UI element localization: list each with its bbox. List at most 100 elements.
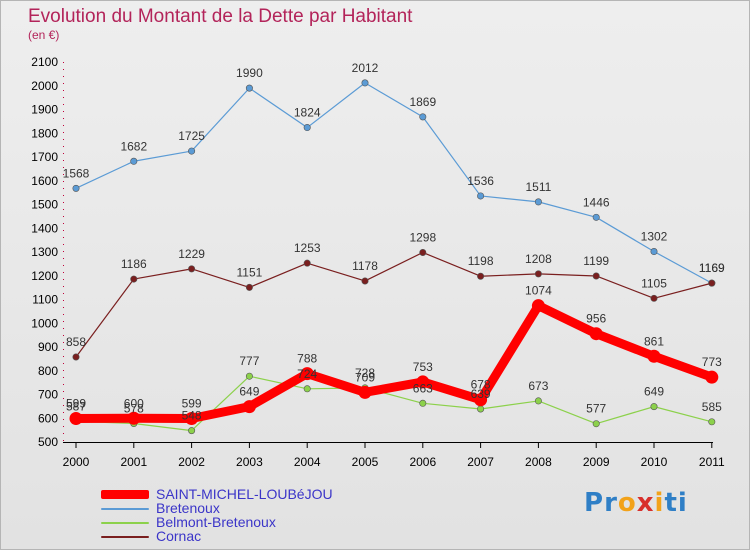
legend-swatch — [101, 522, 149, 524]
data-label: 548 — [182, 409, 202, 423]
data-label: 578 — [124, 401, 144, 415]
data-point — [531, 299, 545, 313]
data-point — [245, 84, 253, 92]
data-label: 788 — [297, 352, 317, 366]
data-point — [300, 367, 314, 381]
legend-label: SAINT-MICHEL-LOUBéJOU — [156, 486, 333, 502]
data-point — [534, 270, 542, 278]
data-point — [358, 385, 372, 399]
legend-label: Belmont-Bretenoux — [156, 514, 276, 530]
data-point — [245, 372, 253, 380]
data-point — [361, 277, 369, 285]
data-point — [419, 113, 427, 121]
data-point — [188, 265, 196, 273]
data-point — [419, 399, 427, 407]
data-label: 1824 — [294, 106, 321, 120]
data-label: 1178 — [352, 259, 378, 273]
data-point — [188, 147, 196, 155]
data-label: 1198 — [468, 254, 494, 268]
series-line — [75, 82, 713, 284]
y-tick-label: 1300 — [31, 245, 58, 259]
x-tick-label: 2000 — [63, 455, 90, 469]
y-tick-label: 900 — [38, 340, 58, 354]
data-label: 858 — [66, 335, 86, 349]
data-point — [130, 157, 138, 165]
data-label: 587 — [66, 399, 86, 413]
data-point — [650, 403, 658, 411]
data-label: 577 — [586, 402, 606, 416]
logo-letter: x — [636, 488, 655, 518]
data-label: 1446 — [583, 195, 610, 209]
data-label: 1199 — [583, 254, 609, 268]
chart-title: Evolution du Montant de la Dette par Hab… — [28, 6, 413, 27]
y-tick-label: 1000 — [31, 316, 58, 330]
data-point — [708, 418, 716, 426]
data-label: 753 — [413, 360, 433, 374]
y-tick-label: 2100 — [31, 55, 58, 69]
series-line — [71, 301, 717, 423]
data-point — [69, 411, 83, 425]
proxiti-logo: Proxiti — [584, 488, 688, 518]
data-label: 773 — [702, 355, 722, 369]
x-tick-label: 2008 — [525, 455, 552, 469]
data-label: 599 — [182, 396, 202, 410]
data-point — [592, 213, 600, 221]
y-tick-label: 500 — [38, 435, 58, 449]
data-label: 956 — [586, 312, 606, 326]
data-point — [303, 385, 311, 393]
legend-label: Bretenoux — [156, 500, 220, 516]
y-tick-label: 800 — [38, 364, 58, 378]
data-point — [127, 411, 141, 425]
data-point — [474, 393, 488, 407]
data-point — [185, 411, 199, 425]
data-point — [477, 272, 485, 280]
data-label: 1869 — [409, 95, 436, 109]
data-label: 861 — [644, 334, 664, 348]
logo-letter: o — [617, 488, 637, 518]
data-label: 1105 — [641, 276, 667, 290]
x-tick-label: 2010 — [641, 455, 668, 469]
legend-swatch — [101, 490, 149, 499]
data-label: 1151 — [236, 265, 262, 279]
y-tick-label: 1700 — [31, 150, 58, 164]
data-label: 663 — [413, 381, 433, 395]
data-label: 1725 — [178, 129, 205, 143]
data-point — [419, 248, 427, 256]
data-point — [130, 275, 138, 283]
data-label: 1169 — [699, 261, 725, 275]
x-tick-label: 2004 — [294, 455, 321, 469]
y-tick-label: 1200 — [31, 269, 58, 283]
data-label: 1253 — [294, 241, 321, 255]
logo-letter: r — [604, 488, 618, 518]
x-tick-label: 2001 — [120, 455, 147, 469]
data-point — [188, 427, 196, 435]
x-tick-label: 2009 — [583, 455, 610, 469]
data-point — [72, 184, 80, 192]
x-tick-label: 2007 — [467, 455, 494, 469]
data-label: 1568 — [63, 166, 90, 180]
data-label: 678 — [471, 378, 491, 392]
data-label: 728 — [355, 366, 375, 380]
logo-letter: P — [584, 488, 605, 518]
data-label: 1682 — [120, 139, 147, 153]
logo-letter: i — [677, 488, 688, 518]
data-point — [592, 272, 600, 280]
data-label: 1208 — [525, 252, 552, 266]
data-point — [589, 327, 603, 341]
data-label: 1298 — [409, 230, 436, 244]
data-label: 599 — [66, 396, 86, 410]
logo-letter: t — [664, 488, 678, 518]
x-tick-label: 2002 — [178, 455, 205, 469]
unit-label: (en €) — [28, 28, 60, 42]
series-line — [75, 251, 713, 358]
data-point — [534, 198, 542, 206]
x-tick-label: 2005 — [352, 455, 379, 469]
data-point — [416, 375, 430, 389]
data-point — [477, 192, 485, 200]
data-label: 1302 — [641, 230, 668, 244]
data-point — [592, 420, 600, 428]
legend-label: Cornac — [156, 528, 202, 544]
data-label: 1229 — [178, 247, 205, 261]
